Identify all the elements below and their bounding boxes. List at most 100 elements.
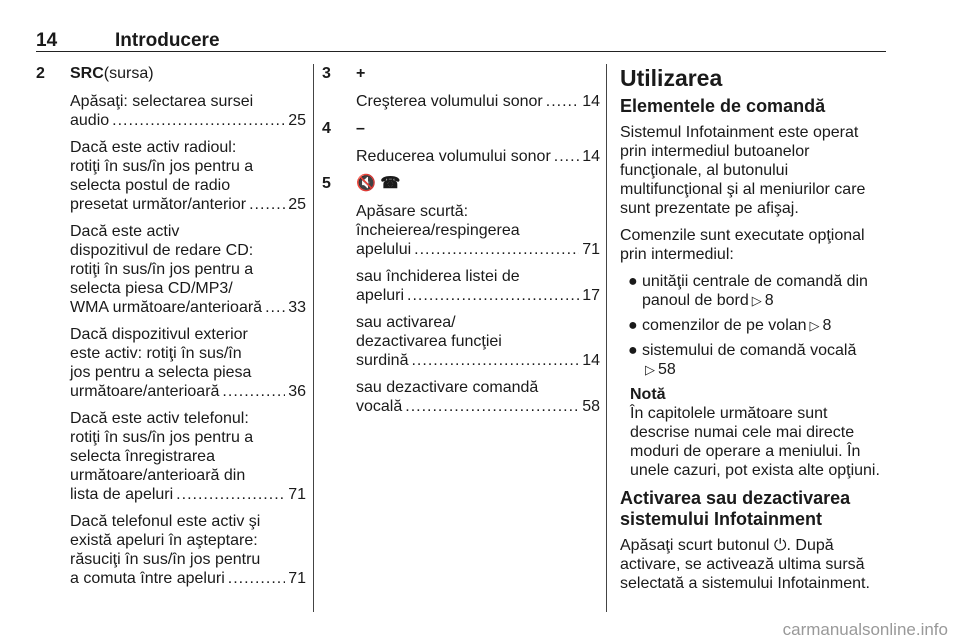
text-line: rotiţi în sus/în jos pentru a [70,428,306,447]
text-line: Dacă dispozitivul exterior [70,325,306,344]
line-text: lista de apeluri [70,486,174,503]
line-text: următoare/anterioară din [70,467,246,484]
line-text: dispozitivul de redare CD: [70,242,254,259]
line-text: selecta piesa CD/MP3/ [70,280,233,297]
text-line: prin intermediul butoanelor [620,143,810,160]
line-text: următoare/anterioară [70,383,220,400]
line-text: rotiţi în sus/în jos pentru a [70,429,254,446]
item-heading: 3 + [322,64,600,83]
line-text: este activ: rotiţi în sus/în [70,345,242,362]
text-line: Apăsaţi: selectarea sursei [70,92,306,111]
watermark: carmanualsonline.info [782,620,948,639]
dot-leader [414,240,579,259]
line-text: apeluri [356,287,405,304]
paragraph: sau dezactivare comandă vocală 58 [322,378,600,416]
chapter-title: Introducere [115,30,220,51]
text-line: presetat următor/anterior 25 [70,195,306,214]
text-line: prin intermediul: [620,246,734,263]
column-divider [313,64,314,612]
text-line: selecta postul de radio [70,176,306,195]
line-text: rotiţi în sus/în jos pentru a [70,158,254,175]
heading-line: sistemului Infotainment [620,509,823,529]
paragraph: sau închiderea listei de apeluri 17 [322,267,600,305]
line-text: sau închiderea listei de [356,268,520,285]
item-label: + [356,65,366,82]
paragraph: Apăsaţi: selectarea sursei audio 25 [36,92,306,130]
text-line: WMA următoare/anterioară 33 [70,298,306,317]
bullet-text: comenzilor de pe volan ▷ 8 [642,316,831,335]
column-1: 2 SRC (sursa) Apăsaţi: selectarea sursei au… [36,64,306,596]
text-line: există apeluri în aşteptare: [70,531,306,550]
line-text: unităţii centrale de comandă din [642,273,868,290]
paragraph: Creşterea volumului sonor 14 [322,92,600,111]
text-line: sau închiderea listei de [356,267,600,286]
page-header: 14 Introducere [36,30,886,52]
text-line: unele cazuri, pot exista alte opţiuni. [630,462,880,479]
line-text: Creşterea volumului sonor [356,93,543,110]
text-line: surdină 14 [356,351,600,370]
page-reference: 58 [658,361,676,378]
note-title: Notă [630,386,666,403]
page-reference: 71 [288,570,306,587]
text-line: Creşterea volumului sonor 14 [356,92,600,111]
column-2: 3+Creşterea volumului sonor144–Reducerea… [322,64,600,424]
text-line: sistemului de comandă vocală [642,341,856,360]
text-line: multifuncţional şi al meniurilor care [620,181,866,198]
text-line: dispozitivul de redare CD: [70,241,306,260]
arrow-right-icon: ▷ [809,318,820,333]
line-text: sau dezactivare comandă [356,379,539,396]
dot-leader [411,351,579,370]
text-line: rotiţi în sus/în jos pentru a [70,157,306,176]
line-text: selecta postul de radio [70,177,231,194]
paragraph: sau activarea/dezactivarea funcţiei surdi… [322,313,600,370]
text-line: este activ: rotiţi în sus/în [70,344,306,363]
paragraph: Apăsaţi scurt butonul ⏻. După activare, s… [620,536,890,593]
line-text: a comuta între apeluri [70,570,225,587]
item-heading: 5 🔇 ☎ [322,174,600,193]
line-text: dezactivarea funcţiei [356,333,502,350]
page-reference: 14 [582,352,600,369]
item-label: 🔇 ☎ [356,175,401,192]
page-reference: 33 [288,299,306,316]
dot-leader [265,298,285,317]
line-text: sau activarea/ [356,314,456,331]
line-text: WMA următoare/anterioară [70,299,263,316]
bullet-icon: ● [628,342,638,359]
bullet-text: unităţii centrale de comandă din panoul d… [642,272,868,310]
page-reference: 8 [822,317,832,334]
text-line: Reducerea volumului sonor 14 [356,147,600,166]
paragraph: Dacă telefonul este activ şi există apelu… [36,512,306,588]
item-heading: 4– [322,119,600,138]
text-line: moduri de operare a meniului. În [630,443,861,460]
dot-leader [546,92,579,111]
dot-leader [554,147,579,166]
text-line: activare, se activează ultima sursă [620,556,865,573]
line-text: Apăsaţi: selectarea sursei [70,93,254,110]
item-label: – [356,120,365,137]
page-reference: 8 [764,292,774,309]
arrow-right-icon: ▷ [751,293,762,308]
column-3: Utilizarea Elementele de comandă Sistemul … [620,64,890,601]
text-line: panoul de bord ▷ 8 [642,291,868,310]
line-text: sistemului de comandă vocală [642,342,857,359]
bullet-item: ● unităţii centrale de comandă din panoul … [620,272,890,310]
line-text: Apăsare scurtă: [356,203,469,220]
line-text: surdină [356,352,409,369]
text-line: comenzilor de pe volan ▷ 8 [642,316,831,335]
text-line: apeluri 17 [356,286,600,305]
page-reference: 25 [288,196,306,213]
line-text: răsuciţi în sus/în jos pentru [70,551,261,568]
heading-line: Activarea sau dezactivarea [620,488,851,508]
subsection-title: Elementele de comandă [620,96,826,116]
dot-leader [112,111,285,130]
page-reference: 14 [582,148,600,165]
dot-leader [222,382,285,401]
line-text: audio [70,112,110,129]
bullet-icon: ● [628,273,638,290]
paragraph: Dacă este activ dispozitivul de redare CD… [36,222,306,317]
section-title: Utilizarea [620,65,723,91]
dot-leader [176,485,285,504]
arrow-right-icon: ▷ [645,362,655,377]
paragraph: Comenzile sunt executate opţional prin in… [620,226,890,264]
text-line: selectată a sistemului Infotainment. [620,575,870,592]
